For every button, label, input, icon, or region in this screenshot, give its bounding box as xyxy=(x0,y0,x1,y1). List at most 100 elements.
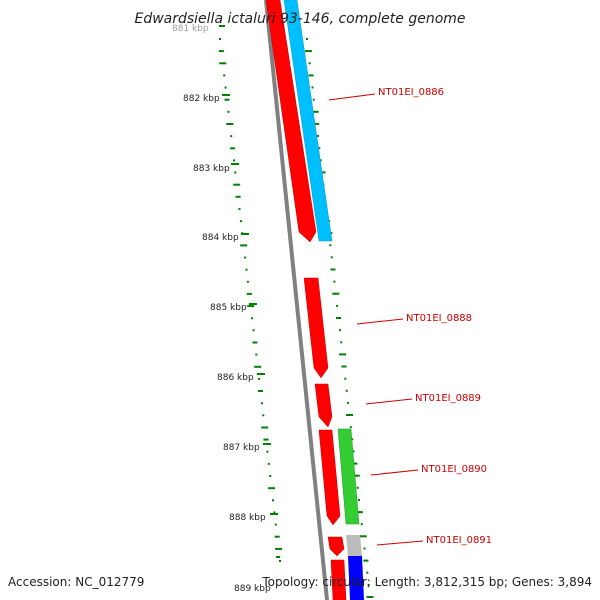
gc-tick xyxy=(224,86,227,89)
gc-tick xyxy=(345,389,348,392)
gc-tick xyxy=(227,110,230,113)
gc-track-left xyxy=(218,38,283,562)
gc-tick xyxy=(238,208,241,210)
kbp-label-885: 885 kbp xyxy=(210,303,247,313)
gene-label-0891[interactable]: NT01EI_0891 xyxy=(426,535,492,546)
gc-tick xyxy=(219,38,221,40)
gc-tick xyxy=(329,244,332,247)
gc-tick xyxy=(332,292,340,295)
gc-tick xyxy=(235,195,241,198)
gc-tick xyxy=(263,438,269,441)
gc-tick xyxy=(274,523,277,526)
kbp-scale: 881 kbp 882 kbp 883 kbp 884 kbp 885 kbp … xyxy=(172,24,280,594)
gc-tick xyxy=(258,377,261,380)
gc-tick xyxy=(274,535,280,538)
gc-tick xyxy=(224,98,230,101)
cds-feature-0890[interactable] xyxy=(318,429,341,526)
kbp-label-888: 888 kbp xyxy=(229,513,266,523)
gene-label-0889[interactable]: NT01EI_0889 xyxy=(415,393,481,404)
gc-tick xyxy=(311,86,314,89)
gc-tick xyxy=(352,462,358,465)
gc-tick xyxy=(336,317,341,319)
gc-tick xyxy=(352,474,360,477)
cds-feature-next[interactable] xyxy=(330,559,347,600)
grey-feature[interactable] xyxy=(346,535,362,556)
gc-tick xyxy=(330,256,333,259)
gc-tick xyxy=(349,426,352,429)
gc-tick xyxy=(246,292,252,295)
gc-tick xyxy=(266,450,269,453)
gc-tick xyxy=(233,159,235,162)
gc-tick xyxy=(240,244,248,247)
gc-tick xyxy=(304,50,312,53)
kbp-label-883: 883 kbp xyxy=(193,164,230,174)
gc-tick xyxy=(356,486,359,489)
gc-tick xyxy=(219,62,227,65)
gc-tick xyxy=(306,38,308,40)
cds-feature-0888[interactable] xyxy=(303,277,329,379)
gc-tick xyxy=(233,183,241,186)
accession-text: Accession: NC_012779 xyxy=(8,575,144,589)
gc-tick xyxy=(273,511,276,514)
gc-tick xyxy=(308,74,314,77)
genome-backbone xyxy=(264,0,329,600)
cds-feature-0889[interactable] xyxy=(314,383,333,428)
gc-tick xyxy=(218,50,224,53)
gc-tick xyxy=(269,475,272,477)
kbp-label-889: 889 kbp xyxy=(234,584,271,594)
gene-label-0888[interactable]: NT01EI_0888 xyxy=(406,313,472,324)
gc-tick xyxy=(279,560,281,562)
kbp-label-884: 884 kbp xyxy=(202,233,239,243)
gc-tick xyxy=(360,523,363,526)
cds-feature-0891[interactable] xyxy=(327,536,345,557)
gc-tick xyxy=(275,547,283,550)
gc-tick xyxy=(226,123,234,125)
gc-tick xyxy=(268,487,276,490)
gc-tick xyxy=(358,499,360,501)
gc-tick xyxy=(346,414,353,416)
kbp-label-887: 887 kbp xyxy=(223,443,260,453)
gc-tick xyxy=(260,402,263,405)
gc-tick xyxy=(357,511,363,514)
gc-tick xyxy=(246,280,249,283)
gc-tick xyxy=(363,559,369,562)
gc-tick xyxy=(230,135,233,138)
gc-tick xyxy=(330,268,336,271)
gc-tick xyxy=(341,365,347,368)
gc-tick xyxy=(230,147,236,150)
map-title: Edwardsiella ictaluri 93-146, complete g… xyxy=(134,11,465,27)
cds-feature-0886[interactable] xyxy=(265,0,317,243)
gc-tick xyxy=(340,341,343,344)
gc-tick xyxy=(261,426,269,429)
gc-tick xyxy=(247,305,255,308)
kbp-label-882: 882 kbp xyxy=(183,94,220,104)
gc-tick xyxy=(333,280,336,283)
gc-tick xyxy=(336,304,339,307)
gc-tick xyxy=(245,268,248,271)
gc-tick xyxy=(351,438,354,441)
gc-tick xyxy=(367,583,370,586)
gc-tick xyxy=(272,499,274,502)
gene-label-0886[interactable]: NT01EI_0886 xyxy=(378,87,444,98)
kbp-label-886: 886 kbp xyxy=(217,373,254,383)
gc-tick xyxy=(254,365,262,368)
kbp-label-881: 881 kbp xyxy=(172,24,209,34)
gc-tick xyxy=(317,135,319,137)
gc-tick xyxy=(338,329,341,332)
gene-label-0890[interactable]: NT01EI_0890 xyxy=(421,464,487,475)
gc-tick xyxy=(344,377,347,380)
gc-tick xyxy=(363,547,366,550)
gc-tick xyxy=(314,122,320,125)
gc-tick xyxy=(318,147,321,150)
gc-tick xyxy=(339,353,347,356)
gc-tick xyxy=(258,390,263,392)
gc-tick xyxy=(267,462,270,465)
green-feature[interactable] xyxy=(337,428,360,525)
cds-track xyxy=(265,0,347,600)
blast-hit-feature[interactable] xyxy=(283,0,333,242)
gc-tick xyxy=(223,74,226,77)
blue-feature[interactable] xyxy=(348,556,364,600)
gc-tick xyxy=(308,62,311,65)
topology-text: Topology: circular; Length: 3,812,315 bp… xyxy=(261,575,592,589)
